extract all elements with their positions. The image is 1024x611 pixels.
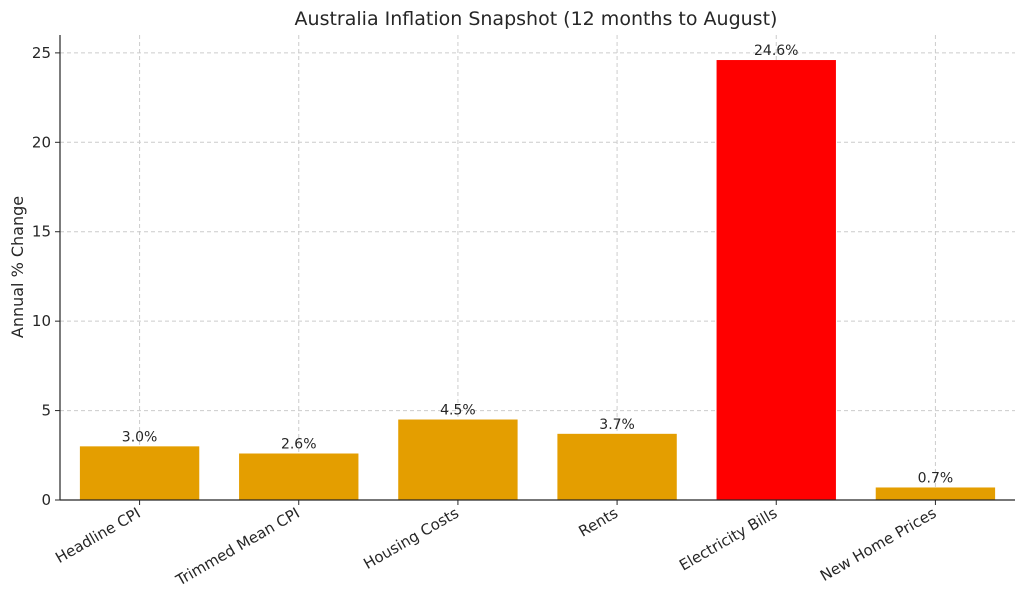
bar	[875, 487, 996, 500]
chart-title: Australia Inflation Snapshot (12 months …	[295, 8, 778, 30]
x-tick-label: Electricity Bills	[676, 504, 780, 575]
x-tick-label: Headline CPI	[52, 504, 143, 567]
y-tick-label: 10	[32, 312, 51, 330]
bars	[79, 60, 996, 501]
data-label: 2.6%	[281, 437, 317, 453]
data-label: 3.0%	[122, 429, 158, 445]
y-gridlines	[60, 52, 1015, 412]
data-label: 3.7%	[599, 417, 635, 433]
data-labels: 3.0% 2.6% 4.5% 3.7% 24.6% 0.7%	[122, 43, 953, 486]
y-tick-label: 20	[32, 133, 51, 151]
y-axis-label: Annual % Change	[8, 196, 27, 338]
x-tick-label: New Home Prices	[817, 504, 940, 585]
x-tick-label: Rents	[576, 504, 622, 541]
y-tick-label: 15	[32, 223, 51, 241]
data-label: 0.7%	[918, 470, 954, 486]
y-tick-label: 5	[41, 402, 51, 420]
y-ticks: 0 5 10 15 20 25	[32, 44, 60, 509]
x-tick-label: Trimmed Mean CPI	[172, 504, 303, 590]
bar	[398, 419, 518, 500]
y-tick-label: 0	[41, 491, 51, 509]
data-label: 24.6%	[754, 43, 798, 59]
x-ticks: Headline CPI Trimmed Mean CPI Housing Cost…	[52, 500, 940, 590]
bar	[239, 453, 359, 500]
x-tick-label: Housing Costs	[360, 504, 462, 573]
y-tick-label: 25	[32, 44, 51, 62]
bar	[79, 446, 200, 500]
bar	[557, 433, 677, 500]
data-label: 4.5%	[440, 403, 476, 419]
bar	[716, 60, 836, 501]
